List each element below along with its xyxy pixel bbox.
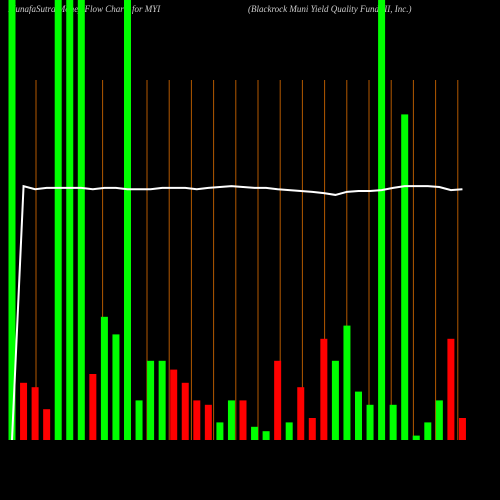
bar bbox=[343, 325, 351, 440]
bar bbox=[378, 0, 386, 440]
bar bbox=[216, 422, 224, 440]
bar bbox=[412, 435, 420, 440]
bar bbox=[66, 0, 74, 440]
bar bbox=[239, 400, 247, 440]
bar bbox=[251, 426, 259, 440]
bar bbox=[401, 114, 409, 441]
bar bbox=[285, 422, 293, 440]
bar bbox=[54, 0, 62, 440]
bar bbox=[147, 360, 155, 440]
bar bbox=[112, 334, 120, 440]
bar bbox=[331, 360, 339, 440]
bar bbox=[158, 360, 166, 440]
bar bbox=[135, 400, 143, 440]
bar bbox=[77, 0, 85, 440]
bar bbox=[31, 387, 39, 440]
bar bbox=[193, 400, 201, 440]
bar bbox=[124, 0, 131, 440]
bar bbox=[274, 360, 282, 440]
bar bbox=[227, 400, 235, 440]
bar bbox=[262, 431, 270, 440]
chart-subtitle: (Blackrock Muni Yield Quality Fund III, … bbox=[248, 4, 411, 14]
bar bbox=[435, 400, 443, 440]
bar bbox=[424, 422, 432, 440]
bar bbox=[389, 404, 397, 440]
bar bbox=[204, 404, 212, 440]
bar bbox=[447, 338, 455, 440]
bar bbox=[366, 404, 374, 440]
bar bbox=[43, 409, 51, 440]
bar bbox=[8, 0, 16, 440]
bar bbox=[320, 338, 328, 440]
bar bbox=[170, 369, 178, 440]
bar bbox=[458, 418, 466, 440]
bar bbox=[181, 382, 189, 440]
price-line bbox=[11, 184, 463, 441]
bar bbox=[89, 374, 97, 440]
bar bbox=[355, 391, 362, 440]
bar bbox=[308, 418, 316, 440]
bar bbox=[297, 387, 305, 440]
bar bbox=[100, 316, 108, 440]
bar bbox=[20, 382, 28, 440]
